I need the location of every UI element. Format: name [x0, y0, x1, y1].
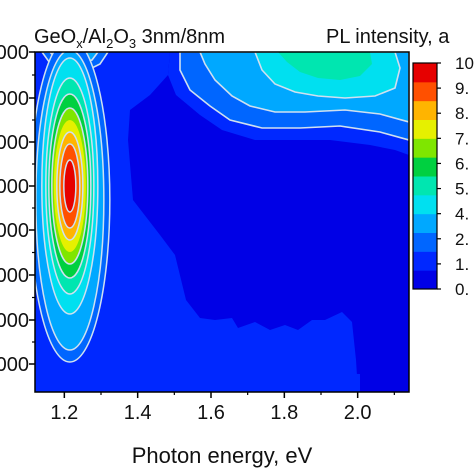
- colorbar-tick-label: 4.: [455, 205, 469, 224]
- y-tick-label: 000: [0, 265, 29, 287]
- plot-area: [34, 51, 410, 393]
- colorbar-swatch: [413, 176, 437, 196]
- colorbar-swatch: [413, 63, 437, 83]
- plot-frame: [34, 51, 410, 393]
- colorbar-swatch: [413, 232, 437, 252]
- y-tick-label: 000: [0, 132, 29, 154]
- colorbar-tick-label: 6.: [455, 154, 469, 173]
- colorbar-frame: [412, 62, 438, 290]
- title-part: /Al: [83, 26, 106, 48]
- y-tick-label: 000: [0, 354, 29, 376]
- colorbar-swatch: [413, 119, 437, 139]
- x-tick-label: 1.8: [270, 402, 298, 424]
- title-part: GeO: [34, 26, 76, 48]
- colorbar-swatch: [413, 251, 437, 271]
- colorbar-swatch: [413, 270, 437, 290]
- colorbar: 10 9. 8. 7. 6. 5. 4. 2. 1. 0.: [412, 54, 474, 299]
- colorbar-tick-label: 5.: [455, 180, 469, 199]
- chart-title: GeOx/Al2O3 3nm/8nm: [34, 26, 225, 51]
- title-part: O: [113, 26, 129, 48]
- x-axis: 1.2 1.4 1.6 1.8 2.0: [50, 392, 395, 424]
- colorbar-tick-label: 8.: [455, 104, 469, 123]
- y-tick-label: 000: [0, 176, 29, 198]
- x-axis-label: Photon energy, eV: [132, 443, 313, 468]
- y-tick-label: 000: [0, 42, 29, 64]
- contour-level-band: [35, 368, 360, 392]
- y-axis: 000 000 000 000 000 000 000 000: [0, 42, 35, 376]
- contour-fills: [35, 52, 409, 392]
- y-tick-label: 000: [0, 310, 29, 332]
- colorbar-title: PL intensity, a: [326, 26, 450, 48]
- title-part: 3nm/8nm: [136, 26, 225, 48]
- colorbar-tick-label: 7.: [455, 129, 469, 148]
- colorbar-tick-label: 0.: [455, 280, 469, 299]
- title-subscript: 2: [106, 36, 113, 51]
- contour-level-band: [278, 52, 372, 80]
- colorbar-swatch: [413, 100, 437, 120]
- colorbar-swatch: [413, 194, 437, 215]
- colorbar-swatch: [413, 81, 437, 102]
- y-tick-label: 000: [0, 220, 29, 242]
- title-subscript: x: [76, 36, 83, 51]
- colorbar-swatch: [413, 157, 437, 177]
- colorbar-tick-label: 1.: [455, 255, 469, 274]
- colorbar-swatch: [413, 138, 437, 158]
- contour-level-band: [35, 52, 358, 392]
- x-tick-label: 1.6: [197, 402, 225, 424]
- colorbar-swatch: [413, 213, 437, 233]
- contour-level-ring: [63, 159, 77, 213]
- x-tick-label: 1.4: [124, 402, 152, 424]
- x-tick-label: 1.2: [50, 402, 78, 424]
- title-subscript: 3: [129, 36, 136, 51]
- colorbar-tick-label: 10: [455, 54, 474, 73]
- x-tick-label: 2.0: [344, 402, 372, 424]
- y-tick-label: 000: [0, 88, 29, 110]
- colorbar-tick-label: 9.: [455, 79, 469, 98]
- colorbar-tick-label: 2.: [455, 230, 469, 249]
